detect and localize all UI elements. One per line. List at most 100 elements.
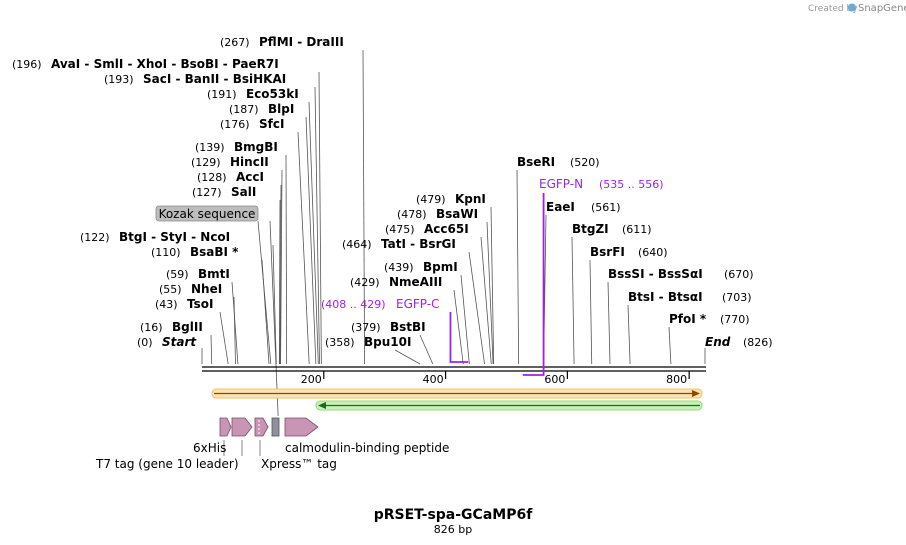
site-line bbox=[308, 101, 319, 365]
site-line bbox=[278, 199, 281, 365]
site-name[interactable]: BsaBI * bbox=[190, 245, 239, 259]
ruler-tick-label: 200 bbox=[301, 373, 322, 386]
site-pos: (670) bbox=[724, 268, 754, 281]
site-pos: (439) bbox=[384, 261, 414, 274]
site-name[interactable]: BglII bbox=[172, 320, 203, 334]
site-name[interactable]: BlpI bbox=[268, 102, 294, 116]
site-line bbox=[419, 334, 434, 365]
site-pos: (191) bbox=[207, 88, 237, 101]
site-name[interactable]: AvaI - SmlI - XhoI - BsoBI - PaeR7I bbox=[51, 57, 279, 71]
start-pos: (0) bbox=[137, 336, 153, 349]
site-line bbox=[453, 289, 464, 365]
site-name[interactable]: Acc65I bbox=[424, 222, 469, 236]
site-name[interactable]: PfoI * bbox=[669, 312, 707, 326]
site-name[interactable]: TsoI bbox=[187, 297, 213, 311]
site-name[interactable]: Bpu10I bbox=[364, 335, 411, 349]
site-line bbox=[486, 221, 494, 365]
site-name[interactable]: NmeAIII bbox=[389, 275, 442, 289]
site-name[interactable]: PflMI - DraIII bbox=[259, 35, 344, 49]
site-line bbox=[210, 334, 213, 365]
site-line bbox=[516, 169, 520, 365]
site-line bbox=[468, 251, 485, 365]
site-name[interactable]: BsaWI bbox=[436, 207, 478, 221]
end-pos: (826) bbox=[743, 336, 773, 349]
site-name[interactable]: AccI bbox=[236, 170, 264, 184]
site-name[interactable]: EaeI bbox=[546, 200, 575, 214]
credit-created-by: Created by bbox=[808, 4, 858, 14]
kozak-connector bbox=[257, 220, 272, 365]
site-pos: (640) bbox=[638, 246, 668, 259]
primer-range: (535 .. 556) bbox=[599, 178, 664, 191]
site-name[interactable]: HincII bbox=[230, 155, 269, 169]
site-name[interactable]: Eco53kI bbox=[246, 87, 299, 101]
site-name[interactable]: NheI bbox=[191, 282, 222, 296]
site-name[interactable]: KpnI bbox=[455, 192, 486, 206]
primer-egfp-c-marker[interactable] bbox=[449, 312, 469, 363]
end-label: End bbox=[705, 335, 731, 349]
his-tag-label: 6xHis bbox=[193, 441, 226, 455]
site-name[interactable]: TatI - BsrGI bbox=[381, 237, 456, 251]
site-pos: (478) bbox=[397, 208, 427, 221]
site-line bbox=[297, 131, 310, 365]
site-line bbox=[280, 169, 283, 365]
site-pos: (267) bbox=[220, 36, 250, 49]
plasmid-name: pRSET-spa-GCaMP6f bbox=[374, 507, 534, 523]
kozak-feature-box[interactable] bbox=[271, 417, 280, 437]
site-name[interactable]: BmgBI bbox=[234, 140, 278, 154]
primer-name[interactable]: EGFP-N bbox=[539, 177, 583, 191]
kozak-label: Kozak sequence bbox=[159, 207, 256, 221]
ruler bbox=[323, 371, 690, 379]
site-pos: (187) bbox=[229, 103, 259, 116]
site-pos: (129) bbox=[191, 156, 221, 169]
kozak-label-box[interactable] bbox=[155, 205, 259, 222]
site-name[interactable]: BsrFI bbox=[590, 245, 625, 259]
site-pos: (475) bbox=[385, 223, 415, 236]
site-pos: (611) bbox=[622, 223, 652, 236]
site-pos: (561) bbox=[591, 201, 621, 214]
xpress-tag-arrow[interactable] bbox=[254, 417, 269, 437]
site-name[interactable]: BtgZI bbox=[572, 222, 609, 236]
site-pos: (479) bbox=[416, 193, 446, 206]
site-line bbox=[394, 349, 421, 365]
site-name[interactable]: BssSI - BssSαI bbox=[608, 267, 703, 281]
primer-range: (408 .. 429) bbox=[321, 298, 386, 311]
site-line bbox=[589, 259, 593, 365]
plasmid-length: 826 bp bbox=[434, 523, 472, 536]
site-name[interactable]: SacI - BanII - BsiHKAI bbox=[143, 72, 286, 86]
site-line bbox=[480, 236, 492, 365]
cbp-arrow[interactable] bbox=[284, 417, 319, 437]
primer-egfp-n-marker[interactable] bbox=[522, 193, 545, 376]
site-line bbox=[314, 86, 320, 365]
site-pos: (703) bbox=[722, 291, 752, 304]
site-pos: (193) bbox=[104, 73, 134, 86]
site-name[interactable]: BtgI - StyI - NcoI bbox=[119, 230, 230, 244]
site-name[interactable]: SfcI bbox=[259, 117, 284, 131]
site-pos: (55) bbox=[159, 283, 182, 296]
site-name[interactable]: SalI bbox=[231, 185, 256, 199]
site-pos: (358) bbox=[325, 336, 355, 349]
site-name[interactable]: BmtI bbox=[198, 267, 230, 281]
xpress-tag-label: Xpress™ tag bbox=[261, 457, 337, 471]
site-line bbox=[490, 206, 495, 365]
site-name[interactable]: BtsI - BtsαI bbox=[628, 290, 703, 304]
site-name[interactable]: BseRI bbox=[517, 155, 555, 169]
t7-tag-arrow[interactable] bbox=[219, 417, 232, 437]
credit-brand: SnapGene bbox=[858, 3, 906, 14]
forward-arrow-icon bbox=[692, 390, 700, 397]
site-pos: (176) bbox=[220, 118, 250, 131]
site-pos: (127) bbox=[192, 186, 222, 199]
site-line bbox=[668, 326, 672, 365]
site-pos: (770) bbox=[720, 313, 750, 326]
site-pos: (110) bbox=[151, 246, 181, 259]
site-pos: (196) bbox=[12, 58, 42, 71]
site-line bbox=[460, 274, 470, 365]
his-tag-arrow[interactable] bbox=[231, 417, 253, 437]
site-pos: (122) bbox=[80, 231, 110, 244]
site-name[interactable]: BpmI bbox=[423, 260, 458, 274]
site-pos: (379) bbox=[351, 321, 381, 334]
primer-name[interactable]: EGFP-C bbox=[396, 297, 439, 311]
site-line bbox=[305, 116, 317, 365]
site-pos: (464) bbox=[342, 238, 372, 251]
site-name[interactable]: BstBI bbox=[390, 320, 426, 334]
